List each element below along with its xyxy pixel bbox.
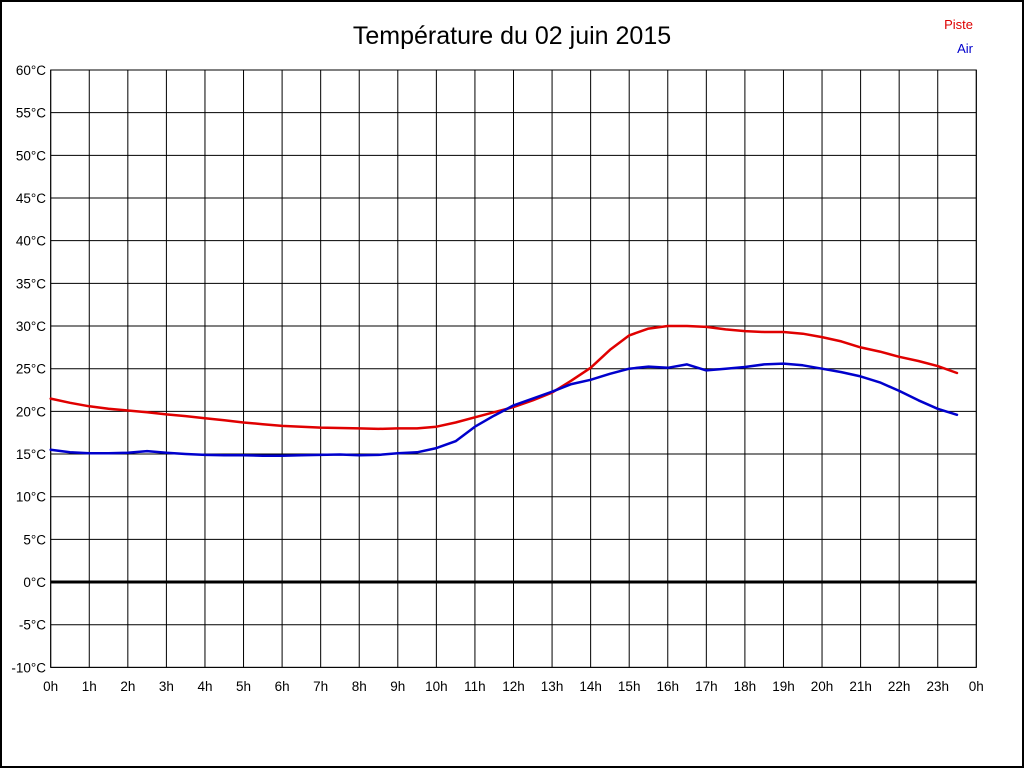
y-tick-label: -10°C	[11, 660, 46, 675]
x-tick-label: 0h	[43, 679, 58, 694]
legend: Piste Air	[944, 13, 973, 61]
y-tick-label: 0°C	[23, 575, 46, 590]
x-tick-label: 21h	[849, 679, 872, 694]
x-tick-label: 9h	[390, 679, 405, 694]
y-tick-label: -5°C	[19, 618, 46, 633]
plot-border	[50, 69, 977, 668]
series-line-piste	[49, 324, 959, 431]
x-tick-label: 14h	[579, 679, 602, 694]
x-tick-label: 22h	[888, 679, 911, 694]
y-tick-label: 10°C	[16, 490, 46, 505]
x-tick-label: 15h	[618, 679, 641, 694]
y-tick-label: 35°C	[16, 276, 46, 291]
y-tick-label: 25°C	[16, 362, 46, 377]
x-tick-label: 1h	[82, 679, 97, 694]
x-tick-label: 2h	[120, 679, 135, 694]
legend-item-piste: Piste	[944, 13, 973, 37]
x-tick-label: 8h	[352, 679, 367, 694]
y-tick-label: 50°C	[16, 148, 46, 163]
y-tick-label: 55°C	[16, 106, 46, 121]
x-tick-label: 19h	[772, 679, 795, 694]
series-line-air	[49, 362, 959, 457]
x-tick-label: 18h	[734, 679, 757, 694]
x-tick-label: 13h	[541, 679, 564, 694]
y-tick-label: 20°C	[16, 404, 46, 419]
x-tick-label: 0h	[969, 679, 984, 694]
legend-label-piste: Piste	[944, 17, 973, 32]
x-tick-label: 23h	[926, 679, 949, 694]
x-tick-label: 4h	[197, 679, 212, 694]
x-tick-label: 16h	[657, 679, 680, 694]
y-tick-label: 5°C	[23, 532, 46, 547]
legend-item-air: Air	[944, 37, 973, 61]
x-tick-label: 3h	[159, 679, 174, 694]
x-tick-label: 11h	[464, 679, 486, 694]
y-tick-label: 40°C	[16, 234, 46, 249]
y-tick-label: 45°C	[16, 191, 46, 206]
y-tick-label: 30°C	[16, 319, 46, 334]
y-tick-label: 60°C	[16, 63, 46, 78]
legend-label-air: Air	[957, 41, 973, 56]
x-tick-label: 12h	[502, 679, 525, 694]
x-tick-label: 10h	[425, 679, 448, 694]
x-tick-label: 7h	[313, 679, 328, 694]
y-tick-label: 15°C	[16, 447, 46, 462]
x-tick-label: 5h	[236, 679, 251, 694]
x-tick-label: 17h	[695, 679, 718, 694]
x-tick-label: 20h	[811, 679, 834, 694]
x-tick-label: 6h	[275, 679, 290, 694]
chart-title: Température du 02 juin 2015	[352, 22, 672, 50]
